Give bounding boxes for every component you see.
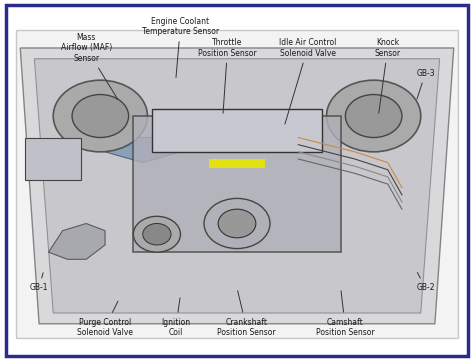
Text: GB-1: GB-1 (30, 273, 48, 292)
Text: GB-2: GB-2 (416, 273, 435, 292)
Text: Purge Control
Solenoid Valve: Purge Control Solenoid Valve (77, 301, 133, 337)
Text: Mass
Airflow (MAF)
Sensor: Mass Airflow (MAF) Sensor (61, 33, 118, 99)
Circle shape (143, 223, 171, 245)
Circle shape (133, 216, 181, 252)
Text: Camshaft
Position Sensor: Camshaft Position Sensor (316, 291, 374, 337)
Polygon shape (35, 59, 439, 313)
Polygon shape (20, 48, 454, 324)
Polygon shape (48, 223, 105, 259)
Polygon shape (105, 127, 209, 162)
Text: Crankshaft
Position Sensor: Crankshaft Position Sensor (217, 291, 276, 337)
Bar (133, 116, 341, 252)
Text: Idle Air Control
Solenoid Valve: Idle Air Control Solenoid Valve (279, 38, 337, 124)
Bar (152, 109, 322, 152)
Text: Engine Coolant
Temperature Sensor: Engine Coolant Temperature Sensor (142, 17, 219, 77)
Bar (16, 30, 458, 338)
Circle shape (53, 80, 147, 152)
Text: Knock
Sensor: Knock Sensor (375, 38, 401, 113)
Bar (25, 138, 82, 180)
Bar (209, 159, 265, 168)
Circle shape (72, 95, 128, 138)
Text: Ignition
Coil: Ignition Coil (161, 298, 190, 337)
Circle shape (346, 95, 402, 138)
Circle shape (218, 209, 256, 238)
Circle shape (327, 80, 421, 152)
Text: Throttle
Position Sensor: Throttle Position Sensor (198, 38, 257, 113)
Circle shape (204, 199, 270, 249)
Text: GB-3: GB-3 (416, 69, 435, 99)
